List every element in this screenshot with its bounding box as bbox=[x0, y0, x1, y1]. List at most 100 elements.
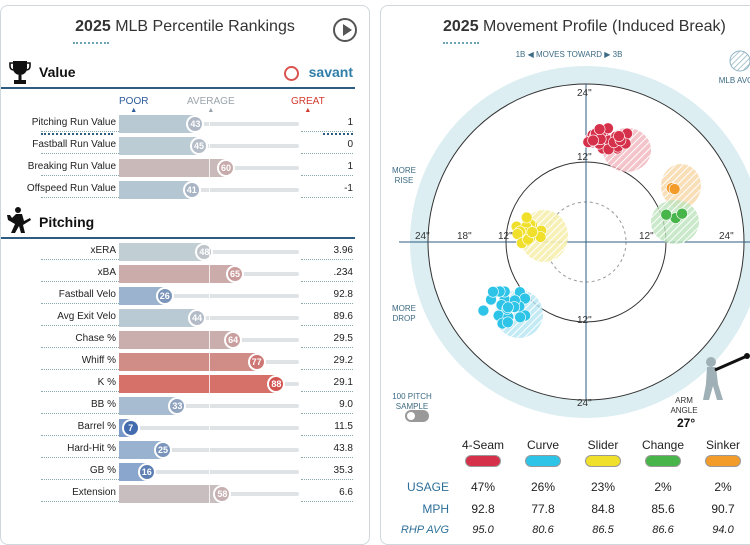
pitch-dot-slider[interactable] bbox=[526, 226, 538, 238]
percentile-bubble[interactable]: 44 bbox=[188, 309, 207, 327]
scale-poor-marker: ▲ bbox=[130, 107, 138, 114]
trophy-icon bbox=[9, 61, 31, 84]
percentile-bubble[interactable]: 33 bbox=[168, 397, 187, 415]
scale-average: AVERAGE ▲ bbox=[187, 96, 235, 114]
pitching-section-rule bbox=[1, 237, 355, 239]
percentile-bar bbox=[119, 353, 258, 371]
ring-label-bottom24: 24" bbox=[577, 398, 592, 409]
pitch-dot-curve[interactable] bbox=[502, 316, 514, 329]
percentile-bubble[interactable]: 65 bbox=[226, 265, 244, 283]
legend-item-curve[interactable]: Curve bbox=[515, 438, 571, 467]
metric-label[interactable]: Fastball Run Value bbox=[32, 139, 116, 150]
ring-label-bottom12: 12" bbox=[577, 315, 592, 326]
pitching-row: Extension 58 6.6 bbox=[1, 484, 369, 504]
pitching-row: GB % 16 35.3 bbox=[1, 462, 369, 482]
usage-cell: 47% bbox=[470, 480, 496, 494]
percentile-bubble[interactable]: 64 bbox=[224, 331, 243, 349]
legend-item-slider[interactable]: Slider bbox=[575, 438, 631, 467]
legend-item-sinker[interactable]: Sinker bbox=[695, 438, 750, 467]
percentile-bubble[interactable]: 48 bbox=[195, 243, 214, 261]
arm-angle-value: 27° bbox=[677, 416, 696, 430]
pitch-dot-curve[interactable] bbox=[487, 286, 499, 298]
legend-item-change[interactable]: Change bbox=[635, 438, 691, 467]
percentile-bar bbox=[119, 287, 166, 305]
mph-cell: 77.8 bbox=[531, 502, 555, 516]
pitch-sample-label: 100 PITCH SAMPLE bbox=[392, 392, 432, 411]
play-button[interactable] bbox=[333, 18, 357, 42]
percentile-bubble[interactable]: 60 bbox=[217, 159, 235, 177]
percentile-bubble[interactable]: 16 bbox=[137, 463, 156, 481]
ring-label-right12: 12" bbox=[639, 231, 654, 242]
metric-label[interactable]: Hard-Hit % bbox=[67, 443, 116, 454]
metric-label[interactable]: xERA bbox=[90, 245, 116, 256]
row-leader-right bbox=[301, 175, 353, 176]
pitch-sample-toggle[interactable] bbox=[405, 410, 429, 422]
movement-title-text: Movement Profile (Induced Break) bbox=[483, 18, 726, 35]
percentile-bubble[interactable]: 45 bbox=[190, 137, 208, 155]
metric-label[interactable]: Whiff % bbox=[81, 355, 116, 366]
metric-label[interactable]: Pitching Run Value bbox=[31, 117, 116, 128]
percentile-bubble[interactable]: 58 bbox=[213, 485, 232, 503]
movement-title-year: 2025 bbox=[443, 18, 479, 35]
metric-label[interactable]: Offspeed Run Value bbox=[26, 183, 116, 194]
metric-label[interactable]: Breaking Run Value bbox=[27, 161, 116, 172]
metric-label[interactable]: Chase % bbox=[75, 333, 116, 344]
movement-title-underline bbox=[443, 42, 479, 44]
legend-swatch bbox=[525, 455, 561, 467]
ring-label-right24: 24" bbox=[719, 231, 734, 242]
movement-title: 2025 Movement Profile (Induced Break) bbox=[443, 18, 750, 36]
pitch-dot-change[interactable] bbox=[660, 208, 673, 221]
pitch-dot-curve[interactable] bbox=[477, 304, 490, 317]
pitch-dot-4-seam[interactable] bbox=[593, 123, 606, 135]
pitch-dot-curve[interactable] bbox=[502, 301, 514, 314]
percentile-bubble[interactable]: 7 bbox=[121, 419, 140, 437]
legend-item-4-seam[interactable]: 4-Seam bbox=[455, 438, 511, 467]
pitch-dot-4-seam[interactable] bbox=[613, 130, 625, 142]
pitching-row: xERA 48 3.96 bbox=[1, 242, 369, 262]
metric-label[interactable]: Barrel % bbox=[77, 421, 116, 432]
metric-label[interactable]: Avg Exit Velo bbox=[57, 311, 116, 322]
row-leader bbox=[41, 457, 121, 458]
percentile-bubble[interactable]: 88 bbox=[267, 375, 286, 393]
percentile-bubble[interactable]: 41 bbox=[182, 181, 201, 199]
percentile-bar bbox=[119, 181, 193, 199]
metric-value: .234 bbox=[333, 267, 353, 278]
pitch-dot-slider[interactable] bbox=[520, 211, 533, 224]
scale-great-text: GREAT bbox=[291, 96, 325, 107]
pitch-dot-sinker[interactable] bbox=[668, 183, 681, 195]
value-row: Pitching Run Value 43 1 bbox=[1, 114, 369, 134]
rhp-avg-cell: 86.6 bbox=[652, 524, 674, 536]
legend-swatch bbox=[645, 455, 681, 467]
movement-plot: 24" 12" 12" 24" 24" 18" 12" 12" 24" bbox=[399, 66, 750, 418]
pitching-row: Barrel % 7 11.5 bbox=[1, 418, 369, 438]
pitch-dot-curve[interactable] bbox=[514, 311, 526, 324]
scale-great-marker: ▲ bbox=[304, 107, 312, 114]
percentile-bubble[interactable]: 43 bbox=[186, 115, 205, 133]
row-leader bbox=[41, 197, 121, 198]
metric-label[interactable]: xBA bbox=[97, 267, 116, 278]
metric-label[interactable]: GB % bbox=[89, 465, 116, 476]
metric-label[interactable]: Extension bbox=[72, 487, 116, 498]
percentile-bar bbox=[119, 159, 227, 177]
metric-value: 9.0 bbox=[339, 399, 353, 410]
percentile-bar bbox=[119, 115, 197, 133]
percentile-bar bbox=[119, 265, 236, 283]
percentile-bubble[interactable]: 26 bbox=[155, 287, 174, 305]
pitch-dot-change[interactable] bbox=[676, 207, 688, 220]
percentile-bubble[interactable]: 25 bbox=[154, 441, 172, 459]
pitch-dot-4-seam[interactable] bbox=[587, 134, 599, 147]
movement-profile-panel: 2025 Movement Profile (Induced Break) 1B… bbox=[380, 5, 750, 545]
ring-label-left12: 12" bbox=[498, 231, 513, 242]
row-leader bbox=[41, 391, 121, 392]
metric-label[interactable]: K % bbox=[97, 377, 116, 388]
metric-label[interactable]: Fastball Velo bbox=[58, 289, 116, 300]
metric-label[interactable]: BB % bbox=[90, 399, 116, 410]
pitching-row: Chase % 64 29.5 bbox=[1, 330, 369, 350]
row-leader bbox=[41, 303, 121, 304]
rhp-avg-cell: 86.5 bbox=[592, 524, 614, 536]
row-leader bbox=[41, 281, 121, 282]
savant-brand[interactable]: savant bbox=[308, 64, 353, 80]
selected-row-indicator bbox=[41, 133, 113, 135]
percentile-bubble[interactable]: 77 bbox=[247, 353, 266, 371]
mlb-avg-legend-icon[interactable] bbox=[729, 50, 750, 72]
